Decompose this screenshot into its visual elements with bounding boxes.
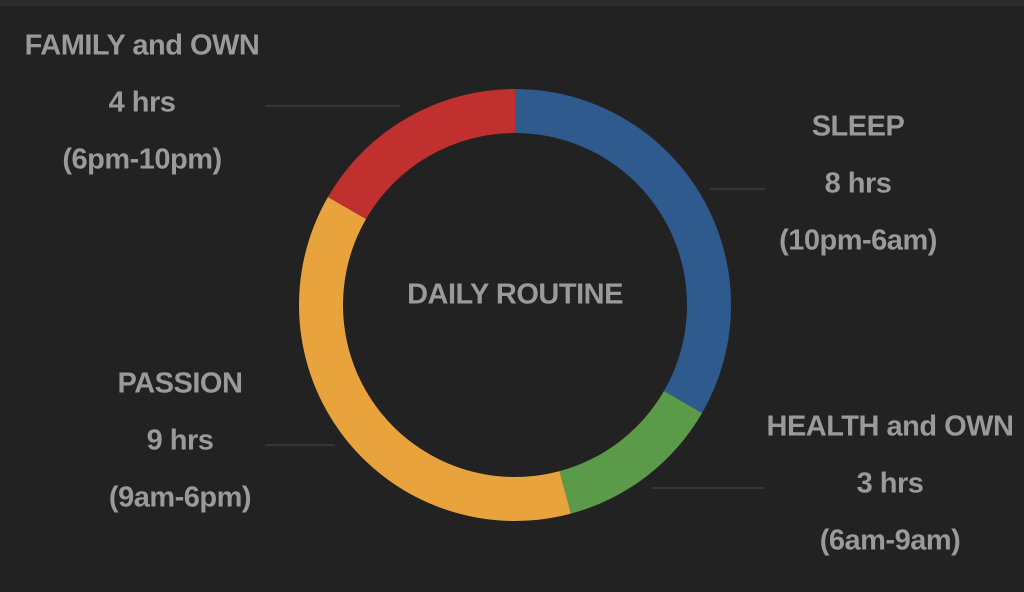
value-label: 8 hrs <box>825 168 892 200</box>
segment-label: PASSION <box>118 368 243 400</box>
top-border <box>0 0 1024 6</box>
donut-segment <box>559 391 703 514</box>
donut-segment <box>515 89 731 413</box>
segment-label: FAMILY and OWN <box>25 30 260 62</box>
time-label: (9am-6pm) <box>109 482 251 514</box>
donut-segment <box>298 197 571 521</box>
time-label: (10pm-6am) <box>779 225 937 257</box>
segment-label: SLEEP <box>812 111 905 143</box>
donut-segment <box>327 88 515 219</box>
chart-title: DAILY ROUTINE <box>407 279 623 311</box>
value-label: 3 hrs <box>857 468 924 500</box>
segment-label: HEALTH and OWN <box>767 411 1014 443</box>
time-label: (6pm-10pm) <box>62 144 221 176</box>
value-label: 9 hrs <box>147 425 214 457</box>
value-label: 4 hrs <box>109 87 176 119</box>
time-label: (6am-9am) <box>820 525 961 557</box>
